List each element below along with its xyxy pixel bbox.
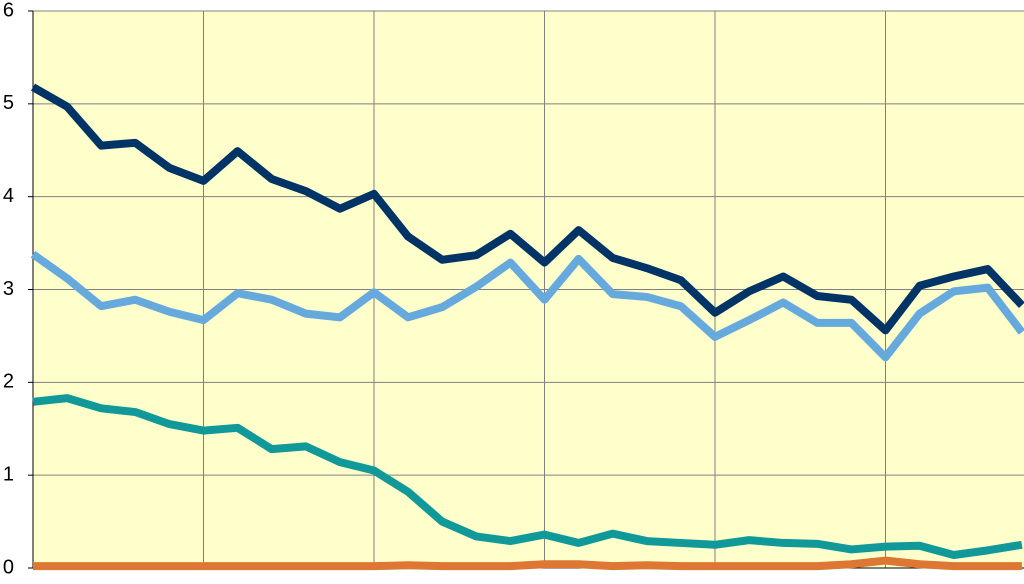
line-series: [30, 250, 1024, 362]
y-tick-label: 1: [3, 463, 14, 485]
line-series: [33, 556, 1022, 571]
y-tick-label: 2: [3, 371, 14, 393]
y-tick-label: 5: [3, 92, 14, 114]
y-tick-label: 6: [3, 0, 14, 21]
y-tick-label: 0: [3, 556, 14, 578]
line-series: [31, 83, 1024, 335]
line-series: [32, 394, 1023, 560]
y-tick-label: 3: [3, 278, 14, 300]
y-tick-label: 4: [3, 185, 14, 207]
